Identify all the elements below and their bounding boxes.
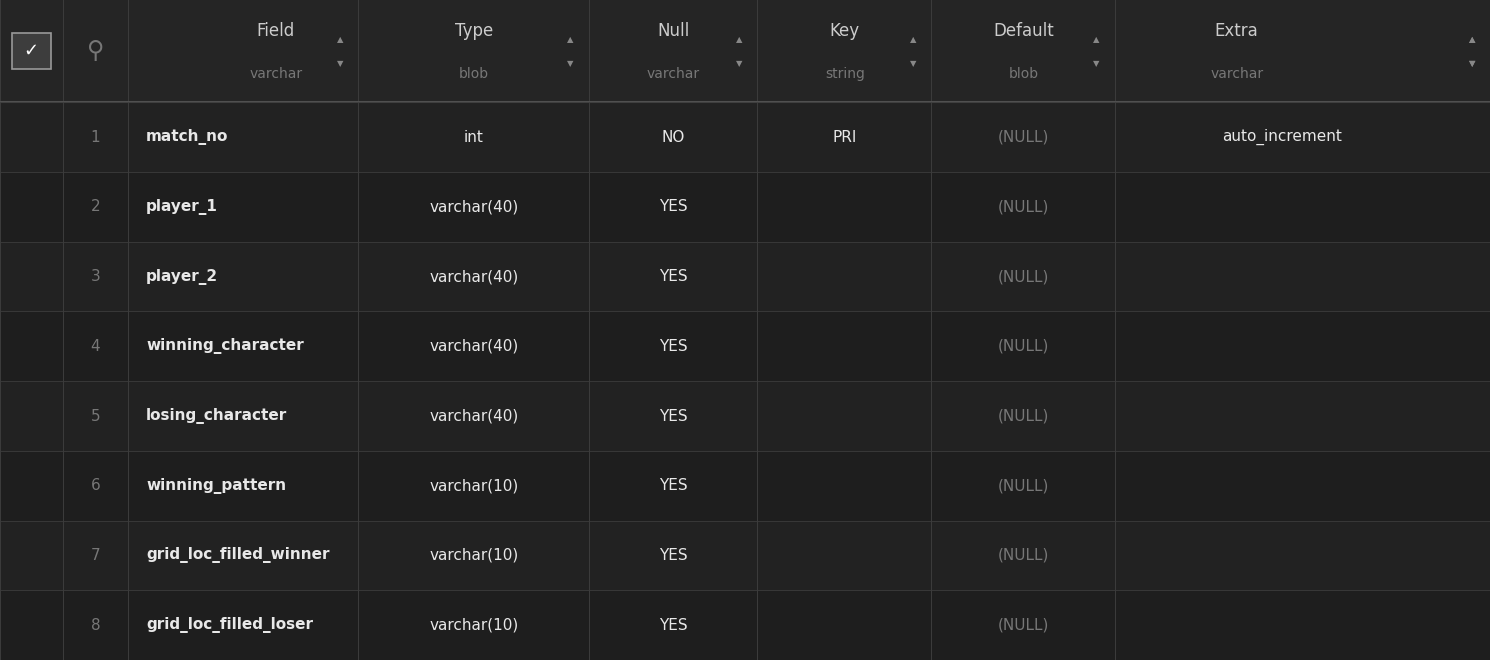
Bar [12,33,51,69]
Text: varchar(40): varchar(40) [429,199,519,214]
Text: YES: YES [659,548,688,563]
Text: YES: YES [659,478,688,493]
Text: (NULL): (NULL) [998,269,1049,284]
Text: ⚲: ⚲ [86,39,104,63]
Text: (NULL): (NULL) [998,129,1049,145]
Text: NO: NO [662,129,685,145]
Text: varchar: varchar [1210,67,1264,81]
Text: Default: Default [994,22,1053,40]
Text: grid_loc_filled_loser: grid_loc_filled_loser [146,617,313,633]
Text: (NULL): (NULL) [998,618,1049,633]
Text: YES: YES [659,269,688,284]
Text: varchar(40): varchar(40) [429,269,519,284]
Text: ▼: ▼ [1469,59,1475,67]
Text: 7: 7 [91,548,100,563]
Bar [0,381,1490,451]
Bar [0,0,1490,102]
Text: varchar(40): varchar(40) [429,409,519,424]
Text: Null: Null [657,22,690,40]
Text: 6: 6 [91,478,100,493]
Text: (NULL): (NULL) [998,199,1049,214]
Text: ▼: ▼ [910,59,916,67]
Text: ▼: ▼ [1469,59,1475,67]
Bar [0,102,1490,172]
Text: (NULL): (NULL) [998,409,1049,424]
Text: varchar: varchar [249,67,302,81]
Text: YES: YES [659,409,688,424]
Text: ▲: ▲ [1469,35,1475,44]
Text: YES: YES [659,199,688,214]
Text: varchar: varchar [647,67,700,81]
Text: 2: 2 [91,199,100,214]
Text: 1: 1 [91,129,100,145]
Text: varchar(10): varchar(10) [429,478,519,493]
Text: ▲: ▲ [337,35,343,44]
Text: 4: 4 [91,339,100,354]
Bar [0,451,1490,521]
Text: losing_character: losing_character [146,408,288,424]
Text: varchar(10): varchar(10) [429,618,519,633]
Text: varchar(40): varchar(40) [429,339,519,354]
Text: blob: blob [459,67,489,81]
Text: ▼: ▼ [736,59,742,67]
Text: auto_increment: auto_increment [1222,129,1341,145]
Text: ▲: ▲ [568,35,574,44]
Text: Extra: Extra [1214,22,1259,40]
Text: 5: 5 [91,409,100,424]
Text: (NULL): (NULL) [998,478,1049,493]
Text: player_2: player_2 [146,269,218,284]
Text: ▲: ▲ [736,35,742,44]
Bar [0,590,1490,660]
Bar [0,312,1490,381]
Text: Type: Type [454,22,493,40]
Text: varchar(10): varchar(10) [429,548,519,563]
Text: string: string [825,67,864,81]
Text: blob: blob [1009,67,1039,81]
Text: winning_pattern: winning_pattern [146,478,286,494]
Text: winning_character: winning_character [146,339,304,354]
Text: ▼: ▼ [568,59,574,67]
Text: YES: YES [659,339,688,354]
Text: int: int [463,129,484,145]
Text: PRI: PRI [833,129,857,145]
Bar [0,242,1490,312]
Text: grid_loc_filled_winner: grid_loc_filled_winner [146,547,329,564]
Text: ▼: ▼ [1094,59,1100,67]
Text: 8: 8 [91,618,100,633]
Text: Field: Field [256,22,295,40]
Text: Key: Key [830,22,860,40]
Text: (NULL): (NULL) [998,339,1049,354]
Text: ▲: ▲ [1469,35,1475,44]
Text: match_no: match_no [146,129,228,145]
Text: ▼: ▼ [337,59,343,67]
Text: ▲: ▲ [1094,35,1100,44]
Text: 3: 3 [91,269,100,284]
Text: (NULL): (NULL) [998,548,1049,563]
Text: ✓: ✓ [24,42,39,60]
Text: ▲: ▲ [910,35,916,44]
Text: YES: YES [659,618,688,633]
Bar [0,521,1490,590]
Bar [0,172,1490,242]
Text: player_1: player_1 [146,199,218,215]
